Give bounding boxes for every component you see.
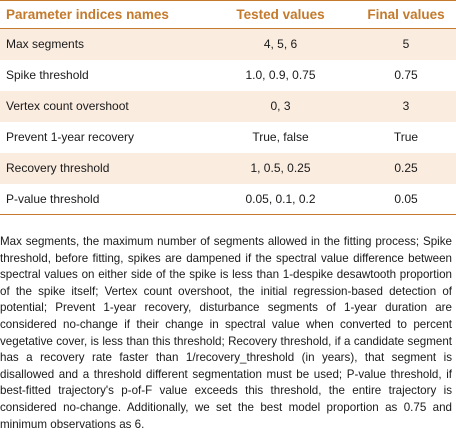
final-value-cell: 3 — [356, 90, 456, 122]
tested-values-cell: 0.05, 0.1, 0.2 — [205, 183, 356, 215]
final-value-cell: 0.25 — [356, 152, 456, 184]
parameter-name-cell: Vertex count overshoot — [0, 90, 205, 122]
tested-values-cell: 1, 0.5, 0.25 — [205, 152, 356, 184]
header-tested-values: Tested values — [205, 0, 356, 29]
parameter-name-cell: Recovery threshold — [0, 152, 205, 184]
final-value-cell: 0.75 — [356, 59, 456, 91]
parameter-name-cell: Spike threshold — [0, 59, 205, 91]
tested-values-cell: 4, 5, 6 — [205, 28, 356, 60]
tested-values-cell: 1.0, 0.9, 0.75 — [205, 59, 356, 91]
header-row: Parameter indices names Tested values Fi… — [0, 0, 456, 29]
table-row: Prevent 1-year recovery True, false True — [0, 121, 456, 153]
table-header: Parameter indices names Tested values Fi… — [0, 0, 456, 29]
table-row: Vertex count overshoot 0, 3 3 — [0, 90, 456, 122]
parameters-table: Parameter indices names Tested values Fi… — [0, 0, 456, 215]
final-value-cell: 0.05 — [356, 183, 456, 215]
tested-values-cell: True, false — [205, 121, 356, 153]
table-row: Max segments 4, 5, 6 5 — [0, 28, 456, 60]
parameter-name-cell: P-value threshold — [0, 183, 205, 215]
table-footnote: Max segments, the maximum number of segm… — [0, 235, 452, 431]
final-value-cell: True — [356, 121, 456, 153]
parameter-name-cell: Max segments — [0, 28, 205, 60]
table-body: Max segments 4, 5, 6 5 Spike threshold 1… — [0, 28, 456, 215]
parameter-name-cell: Prevent 1-year recovery — [0, 121, 205, 153]
table-row: Spike threshold 1.0, 0.9, 0.75 0.75 — [0, 59, 456, 91]
header-final-values: Final values — [356, 0, 456, 29]
tested-values-cell: 0, 3 — [205, 90, 356, 122]
table-row: Recovery threshold 1, 0.5, 0.25 0.25 — [0, 152, 456, 184]
table-row: P-value threshold 0.05, 0.1, 0.2 0.05 — [0, 183, 456, 215]
final-value-cell: 5 — [356, 28, 456, 60]
header-parameter-names: Parameter indices names — [0, 0, 205, 29]
